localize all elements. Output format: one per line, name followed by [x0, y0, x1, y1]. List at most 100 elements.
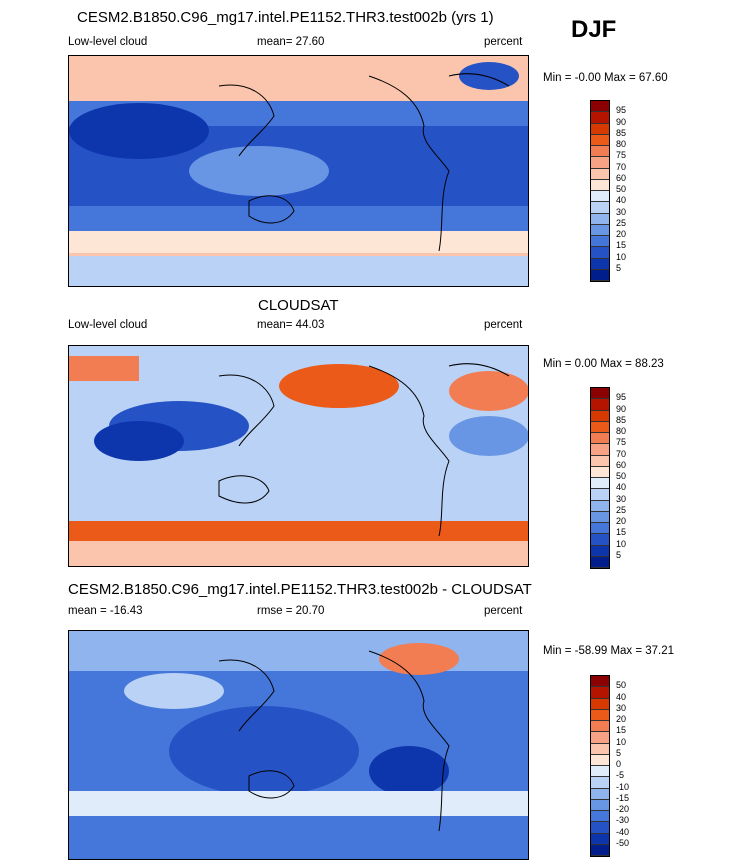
colorbar-cell: [591, 709, 609, 721]
colorbar-cell: [591, 399, 609, 411]
colorbar-cell: [591, 545, 609, 557]
colorbar-cell: [591, 811, 609, 823]
panel2-title: CLOUDSAT: [258, 297, 339, 314]
colorbar-cell: [591, 191, 609, 203]
colorbar-cell: [591, 511, 609, 523]
colorbar-cell: [591, 433, 609, 445]
colorbar-cell: [591, 500, 609, 512]
colorbar-cell: [591, 676, 609, 688]
colorbar-cell: [591, 478, 609, 490]
colorbar-cell: [591, 822, 609, 834]
colorbar-cell: [591, 258, 609, 270]
colorbar-tick-label: 15: [616, 725, 627, 736]
colorbar-cell: [591, 754, 609, 766]
panel1-mean-label: mean= 27.60: [257, 36, 325, 48]
map3-coastlines: [218, 650, 450, 832]
colorbar-tick-label: -30: [616, 815, 630, 826]
colorbar-cell: [591, 236, 609, 248]
season-label: DJF: [571, 16, 617, 43]
colorbar-cell: [591, 489, 609, 501]
colorbar-tick-label: 60: [616, 459, 627, 470]
panel1-units-label: percent: [484, 36, 523, 48]
colorbar-tick-label: 85: [616, 414, 627, 425]
colorbar-tick-label: 10: [616, 538, 627, 549]
colorbar-cell: [591, 534, 609, 546]
colorbar-tick-label: -40: [616, 826, 630, 837]
colorbar-cell: [591, 101, 609, 113]
colorbar-cell: [591, 179, 609, 191]
panel1-colorbar: [590, 100, 610, 282]
colorbar-tick-label: 5: [616, 549, 622, 560]
colorbar-tick-label: 25: [616, 217, 627, 228]
colorbar-tick-label: -20: [616, 804, 630, 814]
colorbar-cell: [591, 123, 609, 135]
colorbar-cell: [591, 247, 609, 259]
panel3-title: CESM2.B1850.C96_mg17.intel.PE1152.THR3.t…: [68, 581, 532, 598]
colorbar-cell: [591, 833, 609, 845]
colorbar-tick-label: 90: [616, 116, 627, 127]
colorbar-tick-label: 75: [616, 150, 627, 161]
map3-field: [69, 631, 528, 859]
colorbar-tick-label: 85: [616, 127, 627, 138]
colorbar-cell: [591, 168, 609, 180]
colorbar-tick-label: 80: [616, 139, 627, 149]
colorbar-tick-label: 75: [616, 437, 627, 448]
colorbar-cell: [591, 788, 609, 800]
colorbar-tick-label: 5: [616, 747, 622, 758]
colorbar-tick-label: -10: [616, 781, 630, 792]
panel1-left-label: Low-level cloud: [68, 36, 148, 48]
map2-coastlines: [218, 363, 510, 537]
panel3-rmse-label: rmse = 20.70: [257, 605, 325, 617]
colorbar-cell: [591, 844, 609, 856]
colorbar-tick-label: 20: [616, 229, 627, 239]
panel3-colorbar: [590, 675, 610, 857]
colorbar-cell: [591, 146, 609, 158]
panel1-title: CESM2.B1850.C96_mg17.intel.PE1152.THR3.t…: [77, 9, 494, 26]
colorbar-tick-label: 20: [616, 714, 627, 724]
colorbar-cell: [591, 698, 609, 710]
colorbar-tick-label: 30: [616, 206, 627, 217]
colorbar-tick-label: 30: [616, 702, 627, 713]
panel2-minmax: Min = 0.00 Max = 88.23: [543, 358, 664, 370]
colorbar-cell: [591, 410, 609, 422]
colorbar-tick-label: 20: [616, 516, 627, 526]
colorbar-cell: [591, 157, 609, 169]
map1-field: [69, 56, 528, 286]
colorbar-cell: [591, 732, 609, 744]
colorbar-tick-label: 50: [616, 471, 627, 481]
colorbar-tick-label: 95: [616, 105, 627, 116]
colorbar-tick-label: 5: [616, 262, 622, 273]
panel3-minmax: Min = -58.99 Max = 37.21: [543, 645, 675, 657]
panel2-left-label: Low-level cloud: [68, 319, 148, 331]
map2-field: [69, 346, 528, 566]
colorbar-cell: [591, 421, 609, 433]
colorbar-cell: [591, 743, 609, 755]
colorbar-tick-label: 70: [616, 161, 627, 172]
colorbar-cell: [591, 523, 609, 535]
colorbar-tick-label: 80: [616, 426, 627, 436]
panel1-map: [68, 55, 529, 287]
colorbar-cell: [591, 444, 609, 456]
colorbar-cell: [591, 455, 609, 467]
colorbar-tick-label: 30: [616, 493, 627, 504]
colorbar-tick-label: -5: [616, 770, 625, 781]
colorbar-cell: [591, 466, 609, 478]
panel2-units-label: percent: [484, 319, 523, 331]
colorbar-cell: [591, 766, 609, 778]
panel3-units-label: percent: [484, 605, 523, 617]
panel2-map: [68, 345, 529, 567]
panel2-colorbar: [590, 387, 610, 569]
colorbar-tick-label: 10: [616, 736, 627, 747]
colorbar-tick-label: 60: [616, 172, 627, 183]
colorbar-cell: [591, 799, 609, 811]
colorbar-tick-label: 40: [616, 482, 627, 493]
colorbar-cell: [591, 687, 609, 699]
colorbar-tick-label: 15: [616, 240, 627, 251]
colorbar-cell: [591, 777, 609, 789]
colorbar-cell: [591, 224, 609, 236]
colorbar-cell: [591, 721, 609, 733]
colorbar-tick-label: 70: [616, 448, 627, 459]
colorbar-tick-label: -15: [616, 792, 630, 803]
colorbar-cell: [591, 556, 609, 568]
map1-coastlines: [218, 73, 510, 252]
